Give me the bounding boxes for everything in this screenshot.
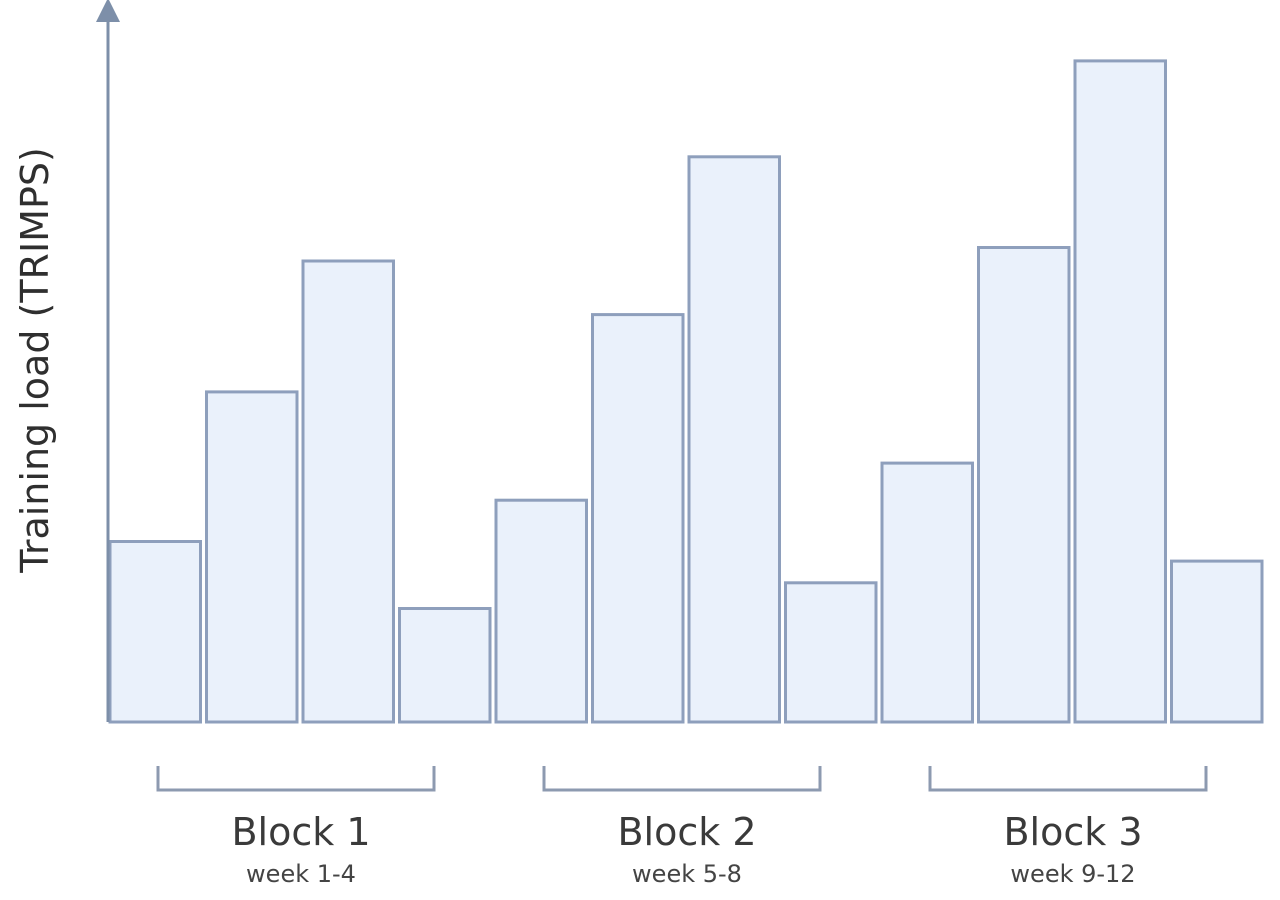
block-groups-layer: Block 1 week 1-4 Block 2 week 5-8 Block 3 wee…	[156, 766, 1208, 888]
bar-week-12	[1170, 559, 1264, 724]
bar-week-4	[398, 607, 492, 724]
bar-week-5	[494, 498, 588, 724]
bar-week-6	[591, 313, 685, 724]
block-2-label: Block 2	[617, 810, 756, 854]
bar-week-1	[108, 540, 202, 724]
block-3-label: Block 3	[1003, 810, 1142, 854]
block-3-weeks: week 9-12	[1010, 860, 1135, 888]
bar-week-9	[880, 461, 974, 724]
block-1-label: Block 1	[231, 810, 370, 854]
block-3-bracket	[928, 766, 1208, 792]
bar-week-2	[205, 390, 299, 724]
block-1-bracket	[156, 766, 436, 792]
block-2-bracket	[542, 766, 822, 792]
bar-week-11	[1073, 59, 1167, 724]
bars-layer	[108, 59, 1264, 724]
block-2-weeks: week 5-8	[632, 860, 742, 888]
y-axis-label: Training load (TRIMPS)	[13, 147, 57, 574]
bar-week-7	[687, 155, 781, 724]
bar-week-3	[301, 259, 395, 724]
block-1-weeks: week 1-4	[246, 860, 356, 888]
bar-week-10	[977, 246, 1071, 724]
bar-week-8	[784, 581, 878, 724]
